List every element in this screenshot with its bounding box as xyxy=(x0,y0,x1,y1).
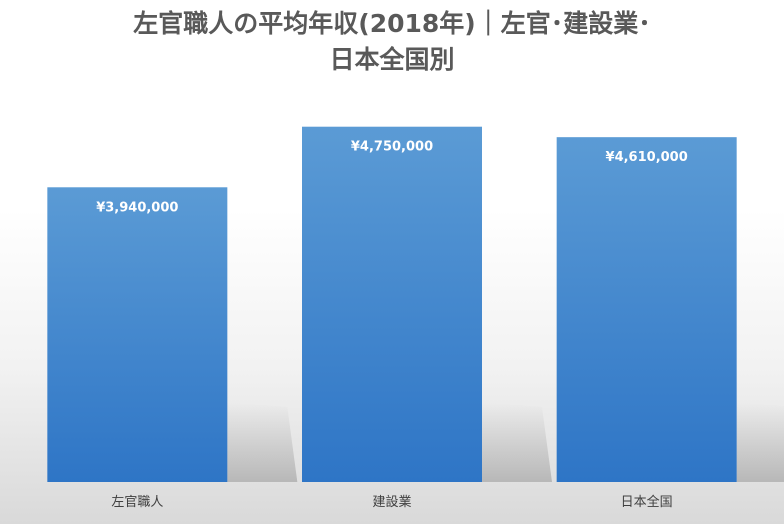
chart-title-line-2: 日本全国別 xyxy=(329,45,455,74)
data-label-1: ¥3,940,000 xyxy=(96,200,178,215)
x-tick-label-3: 日本全国 xyxy=(621,494,673,510)
bar-shadows xyxy=(227,402,784,482)
x-axis-tick-labels: 左官職人 建設業 日本全国 xyxy=(111,494,672,510)
bar-3 xyxy=(556,137,737,482)
bar-2 xyxy=(302,126,482,482)
data-labels-group: ¥3,940,000 ¥4,750,000 ¥4,610,000 xyxy=(96,140,688,216)
bar-1 xyxy=(47,187,228,482)
chart-title-line-1: 左官職人の平均年収(2018年)｜左官･建設業･ xyxy=(133,9,651,38)
x-tick-label-1: 左官職人 xyxy=(111,494,163,510)
bar-shadow xyxy=(227,402,298,482)
chart-title: 左官職人の平均年収(2018年)｜左官･建設業･ 日本全国別 xyxy=(0,6,784,78)
data-label-3: ¥4,610,000 xyxy=(606,150,688,165)
bar-shadow xyxy=(736,402,784,482)
x-tick-label-2: 建設業 xyxy=(372,494,411,510)
data-label-2: ¥4,750,000 xyxy=(351,140,433,155)
bar-shadow xyxy=(482,402,552,482)
bars-group xyxy=(47,126,737,482)
